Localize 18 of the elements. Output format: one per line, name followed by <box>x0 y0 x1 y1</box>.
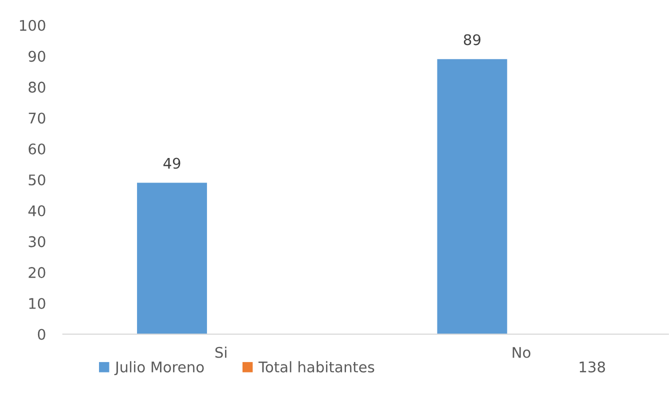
y-tick-label: 0 <box>38 328 46 340</box>
y-tick-label: 80 <box>28 82 46 93</box>
y-tick-label: 60 <box>28 143 46 155</box>
y-tick-label: 20 <box>28 267 46 278</box>
legend-label: Total habitantes <box>258 361 374 372</box>
data-label: 89 <box>464 34 480 46</box>
y-tick-label: 90 <box>28 50 46 62</box>
y-tick-label: 40 <box>28 205 46 216</box>
y-tick-label: 100 <box>20 20 46 31</box>
y-tick-label: 10 <box>29 298 46 309</box>
y-tick-label: 70 <box>28 112 46 124</box>
data-label: 49 <box>163 158 180 169</box>
x-tick-label: Si <box>215 346 226 358</box>
y-tick-label: 50 <box>28 174 46 186</box>
text: 138 <box>580 361 605 372</box>
legend-label: Julio Moreno <box>114 361 204 376</box>
x-tick-label: No <box>512 347 530 358</box>
y-tick-label: 30 <box>28 236 46 248</box>
